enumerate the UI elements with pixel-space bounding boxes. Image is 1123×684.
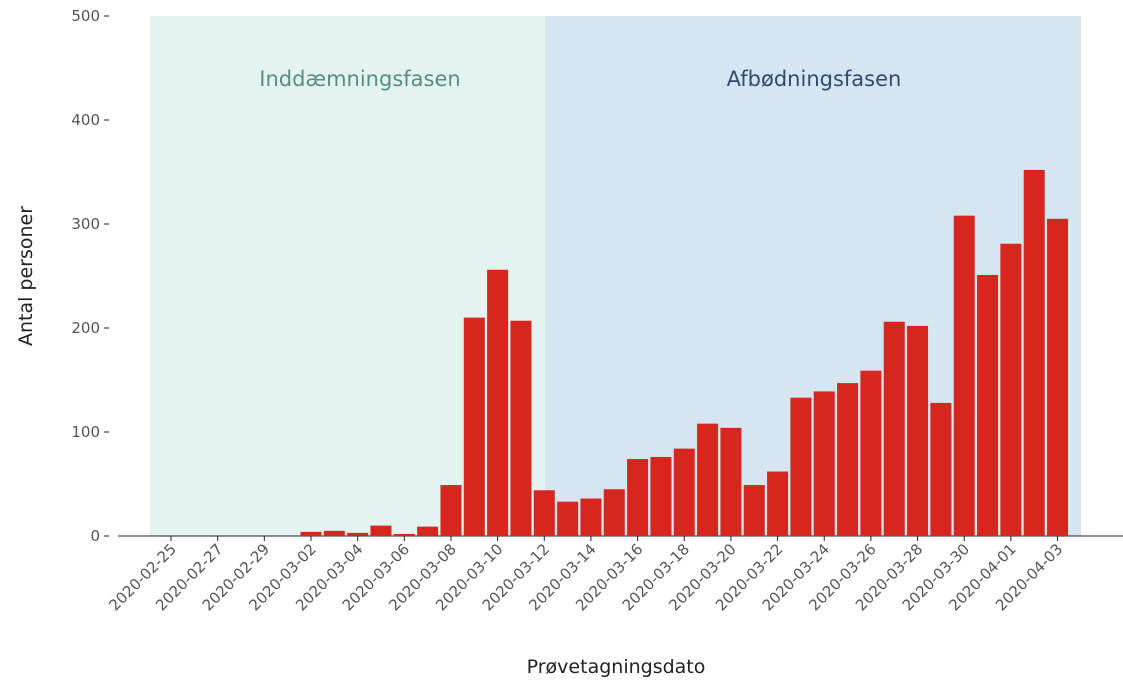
bar xyxy=(533,490,555,536)
bar xyxy=(1023,169,1045,537)
bar xyxy=(930,402,952,536)
bar xyxy=(1000,243,1022,536)
containment-phase xyxy=(150,16,545,536)
bar xyxy=(860,370,882,536)
y-tick-label: 400 xyxy=(71,111,100,129)
y-tick-label: 200 xyxy=(71,319,100,337)
bar xyxy=(813,391,835,536)
bar xyxy=(603,489,625,536)
y-axis-title: Antal personer xyxy=(15,206,37,346)
bar xyxy=(953,215,975,536)
bar xyxy=(767,471,789,536)
bar xyxy=(790,397,812,536)
bar xyxy=(323,530,345,536)
bar xyxy=(510,320,532,536)
bar xyxy=(627,459,649,536)
bar xyxy=(697,423,719,536)
bar xyxy=(580,498,602,536)
phase-label: Afbødningsfasen xyxy=(727,67,902,91)
phase-label: Inddæmningsfasen xyxy=(259,67,460,91)
bar xyxy=(837,383,859,536)
y-tick-label: 0 xyxy=(90,527,100,545)
bar xyxy=(673,448,695,536)
bar xyxy=(347,532,369,536)
bar xyxy=(300,531,322,536)
bar xyxy=(1047,218,1069,537)
bar xyxy=(370,525,392,536)
bar xyxy=(883,321,905,536)
bar xyxy=(557,501,579,536)
y-tick-label: 100 xyxy=(71,423,100,441)
bar xyxy=(650,456,672,536)
bar xyxy=(417,526,439,536)
bar xyxy=(440,485,462,536)
bar xyxy=(977,274,999,536)
bar xyxy=(907,325,929,536)
y-tick-label: 500 xyxy=(71,7,100,25)
bar xyxy=(393,533,415,536)
bar xyxy=(463,317,485,536)
bar xyxy=(720,427,742,536)
x-axis-title: Prøvetagningsdato xyxy=(527,656,706,678)
y-tick-label: 300 xyxy=(71,215,100,233)
bar xyxy=(743,485,765,536)
bar xyxy=(487,269,509,536)
